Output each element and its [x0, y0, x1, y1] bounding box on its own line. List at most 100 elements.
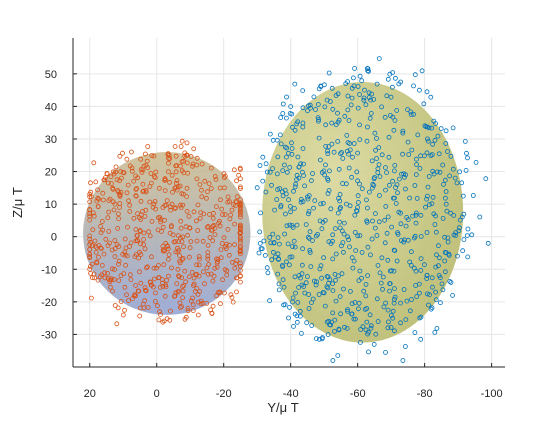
- data-point-orange: [207, 235, 213, 240]
- data-point-blue: [338, 311, 344, 317]
- data-point-blue: [445, 235, 451, 241]
- data-point-blue: [277, 186, 283, 192]
- data-point-orange: [234, 178, 239, 184]
- data-point-orange: [105, 243, 111, 249]
- data-point-blue: [443, 250, 449, 256]
- data-point-orange: [150, 284, 156, 290]
- data-point-blue: [344, 325, 350, 331]
- data-point-blue: [347, 288, 353, 294]
- data-point-orange: [152, 290, 158, 296]
- data-point-orange: [237, 251, 243, 257]
- data-point-blue: [262, 252, 268, 258]
- data-point-blue: [357, 233, 363, 239]
- data-point-orange: [215, 256, 221, 262]
- data-point-blue: [413, 210, 419, 216]
- data-point-orange: [156, 317, 162, 323]
- data-point-blue: [433, 229, 439, 235]
- data-point-blue: [418, 153, 424, 159]
- data-point-blue: [431, 118, 437, 124]
- data-point-blue: [429, 284, 435, 290]
- data-point-blue: [343, 201, 349, 207]
- data-point-orange: [95, 187, 100, 193]
- data-point-blue: [332, 317, 338, 323]
- data-point-blue: [413, 156, 419, 162]
- data-point-blue: [283, 154, 289, 160]
- data-point-orange: [117, 204, 122, 210]
- data-point-orange: [151, 201, 157, 207]
- data-point-blue: [385, 319, 391, 325]
- data-point-orange: [185, 305, 191, 311]
- data-point-blue: [341, 286, 346, 292]
- data-point-blue: [370, 218, 375, 224]
- data-point-blue: [304, 194, 310, 200]
- data-point-orange: [185, 170, 191, 176]
- data-point-orange: [165, 152, 171, 158]
- data-point-blue: [320, 290, 326, 295]
- data-point-orange: [237, 260, 243, 266]
- data-point-blue: [287, 304, 292, 310]
- data-point-blue: [282, 211, 288, 217]
- data-point-orange: [142, 287, 148, 293]
- data-point-blue: [278, 141, 284, 147]
- data-point-blue: [285, 150, 291, 156]
- data-point-orange: [191, 209, 197, 215]
- data-point-blue: [477, 214, 483, 220]
- data-point-orange: [145, 144, 151, 149]
- data-point-orange: [115, 225, 121, 231]
- data-point-blue: [444, 208, 450, 214]
- data-point-orange: [165, 169, 171, 175]
- data-point-blue: [313, 336, 319, 342]
- data-point-blue: [435, 243, 441, 249]
- data-point-orange: [90, 261, 95, 267]
- data-point-blue: [395, 230, 400, 236]
- data-point-orange: [188, 298, 194, 304]
- data-point-blue: [368, 97, 374, 103]
- data-point-blue: [302, 290, 308, 296]
- data-point-blue: [312, 198, 318, 204]
- data-point-blue: [436, 255, 442, 261]
- data-point-blue: [437, 300, 443, 306]
- data-point-blue: [294, 177, 300, 183]
- data-point-blue: [281, 162, 287, 168]
- data-point-blue: [373, 331, 379, 337]
- data-point-orange: [237, 204, 243, 210]
- data-point-orange: [120, 169, 126, 175]
- data-point-blue: [329, 141, 335, 147]
- data-point-orange: [87, 266, 93, 272]
- data-point-blue: [306, 306, 312, 311]
- data-point-blue: [390, 114, 396, 120]
- data-point-orange: [194, 271, 200, 277]
- data-point-blue: [318, 201, 324, 207]
- data-point-orange: [122, 236, 128, 242]
- data-point-blue: [269, 257, 275, 263]
- data-point-blue: [432, 329, 438, 335]
- data-point-orange: [187, 225, 193, 231]
- data-point-orange: [233, 198, 239, 204]
- data-point-orange: [237, 222, 243, 228]
- data-point-blue: [352, 229, 358, 235]
- data-point-blue: [411, 111, 417, 117]
- data-point-blue: [443, 201, 449, 207]
- data-point-orange: [237, 176, 243, 182]
- data-point-orange: [210, 223, 216, 229]
- data-point-blue: [291, 238, 297, 244]
- data-point-orange: [213, 176, 219, 182]
- data-point-orange: [187, 245, 193, 251]
- data-point-orange: [222, 244, 228, 249]
- data-point-blue: [385, 257, 391, 263]
- data-point-blue: [369, 236, 375, 242]
- x-tick-label: 0: [154, 388, 160, 400]
- data-point-orange: [217, 289, 223, 295]
- data-point-blue: [303, 222, 309, 228]
- data-point-blue: [347, 141, 353, 146]
- data-point-blue: [429, 305, 435, 311]
- data-point-orange: [87, 242, 93, 247]
- x-tick-label: -40: [283, 388, 299, 400]
- data-point-blue: [269, 182, 274, 188]
- data-point-blue: [412, 233, 418, 239]
- data-point-orange: [134, 233, 140, 239]
- data-point-blue: [424, 150, 430, 156]
- data-point-orange: [165, 256, 171, 262]
- data-point-blue: [308, 105, 313, 111]
